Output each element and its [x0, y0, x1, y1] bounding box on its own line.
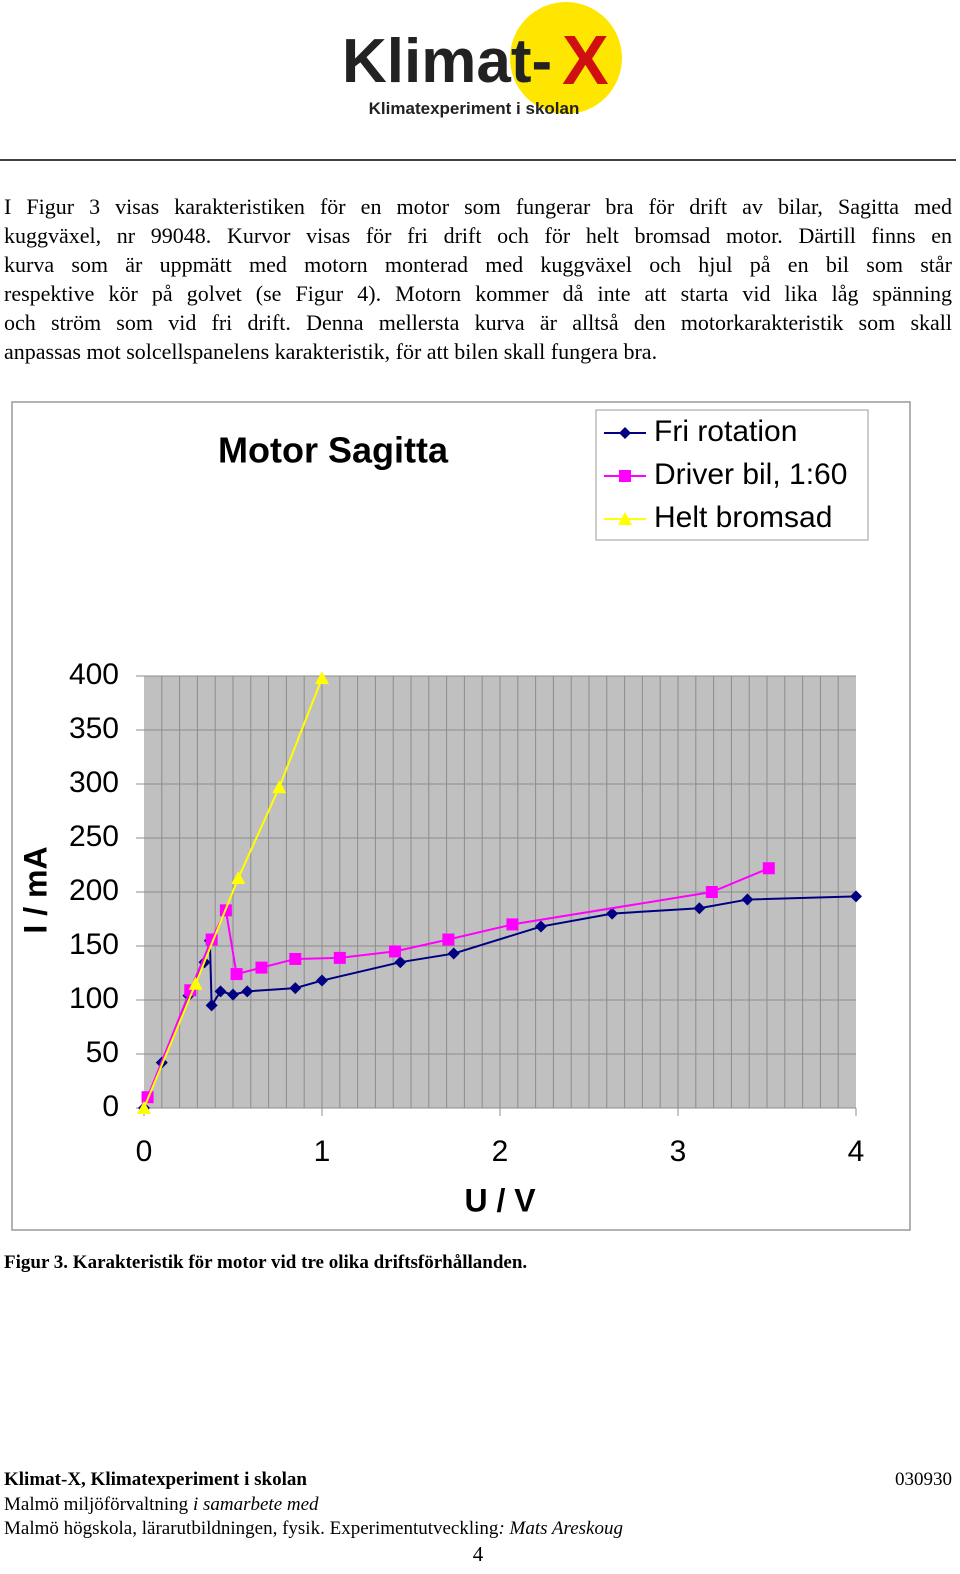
- paragraph: I Figur 3 visas karakteristiken för en m…: [4, 192, 952, 366]
- marker: [741, 893, 754, 906]
- marker: [315, 671, 329, 685]
- footer-date: 030930: [895, 1469, 952, 1490]
- logo-main: Klimat-: [342, 27, 552, 96]
- paragraph-line: anpassas mot solcellspanelens karakteris…: [4, 339, 658, 364]
- marker: [205, 999, 218, 1012]
- footer-italic: i samarbete med: [192, 1493, 319, 1515]
- legend-label: Helt bromsad: [654, 501, 832, 534]
- y-axis-label: I / mA: [17, 846, 53, 933]
- marker: [272, 780, 287, 794]
- y-tick-label: 250: [69, 820, 119, 853]
- y-tick-label: 100: [69, 982, 119, 1015]
- y-tick-label: 350: [69, 712, 119, 745]
- marker: [289, 982, 302, 995]
- footer: Klimat-X, Klimatexperiment i skolan 0309…: [4, 1468, 952, 1542]
- paragraph-line: respektive kör på golvet (se Figur 4). M…: [4, 281, 952, 306]
- x-tick-label: 2: [492, 1135, 509, 1168]
- marker: [447, 947, 460, 960]
- logo-sun: [510, 2, 622, 114]
- x-tick-label: 0: [136, 1135, 153, 1168]
- marker: [333, 951, 346, 964]
- marker: [230, 968, 243, 981]
- paragraph-line: kuggväxel, nr 99048. Kurvor visas för fr…: [4, 223, 952, 248]
- x-tick-label: 3: [670, 1135, 687, 1168]
- marker: [214, 985, 227, 998]
- marker: [255, 961, 268, 974]
- footer-org: Klimat-X, Klimatexperiment i skolan: [4, 1469, 307, 1490]
- footer-line: Malmö miljöförvaltning i samarbete med: [4, 1493, 952, 1518]
- marker: [693, 902, 706, 915]
- paragraph-line: kurva som är uppmätt med motorn monterad…: [4, 252, 952, 277]
- marker: [231, 870, 246, 884]
- marker: [619, 427, 631, 439]
- marker: [506, 918, 519, 931]
- marker: [289, 952, 302, 965]
- marker: [388, 945, 401, 958]
- x-tick-label: 1: [314, 1135, 331, 1168]
- marker: [762, 862, 775, 875]
- y-tick-label: 400: [69, 658, 119, 691]
- y-tick-label: 300: [69, 766, 119, 799]
- y-tick-label: 150: [69, 928, 119, 961]
- marker: [188, 976, 203, 990]
- chart-title: Motor Sagitta: [218, 430, 449, 471]
- marker: [137, 1101, 151, 1114]
- y-tick-label: 0: [102, 1090, 119, 1123]
- footer-italic: : Mats Areskoug: [498, 1518, 623, 1539]
- marker: [394, 956, 407, 969]
- y-tick-label: 200: [69, 874, 119, 907]
- header: Klimat- X Klimatexperiment i skolan: [0, 2, 956, 161]
- legend-label: Fri rotation: [654, 415, 797, 448]
- paragraph-line: I Figur 3 visas karakteristiken för en m…: [4, 194, 952, 219]
- marker: [227, 988, 239, 1001]
- marker: [442, 933, 455, 946]
- figure-caption: Figur 3. Karakteristik för motor vid tre…: [4, 1252, 528, 1273]
- footer-rule-wrap: [0, 1460, 960, 1464]
- logo-subtitle: Klimatexperiment i skolan: [369, 99, 580, 118]
- marker: [316, 974, 328, 987]
- x-axis-label: U / V: [464, 1182, 536, 1218]
- marker: [705, 886, 718, 898]
- y-tick-label: 50: [86, 1036, 119, 1069]
- logo-accent: X: [562, 21, 609, 99]
- footer-line: Malmö högskola, lärarutbildningen, fysik…: [4, 1517, 952, 1542]
- marker: [619, 470, 631, 482]
- chart: Motor Sagitta U / V I / mA 0 50 100 150 200 2…: [11, 401, 911, 1231]
- marker: [618, 512, 632, 525]
- footer-text: Malmö miljöförvaltning: [4, 1493, 193, 1515]
- footer-line: Klimat-X, Klimatexperiment i skolan 0309…: [4, 1468, 952, 1493]
- marker: [606, 907, 619, 920]
- marker: [241, 985, 254, 998]
- page-number: 4: [472, 1542, 484, 1566]
- marker: [850, 890, 862, 903]
- x-tick-label: 4: [848, 1135, 865, 1168]
- marker: [534, 920, 547, 933]
- paragraph-line: och ström som vid fri drift. Denna melle…: [4, 310, 952, 335]
- legend-label: Driver bil, 1:60: [654, 458, 847, 491]
- footer-text: Malmö högskola, lärarutbildningen, fysik…: [4, 1518, 499, 1539]
